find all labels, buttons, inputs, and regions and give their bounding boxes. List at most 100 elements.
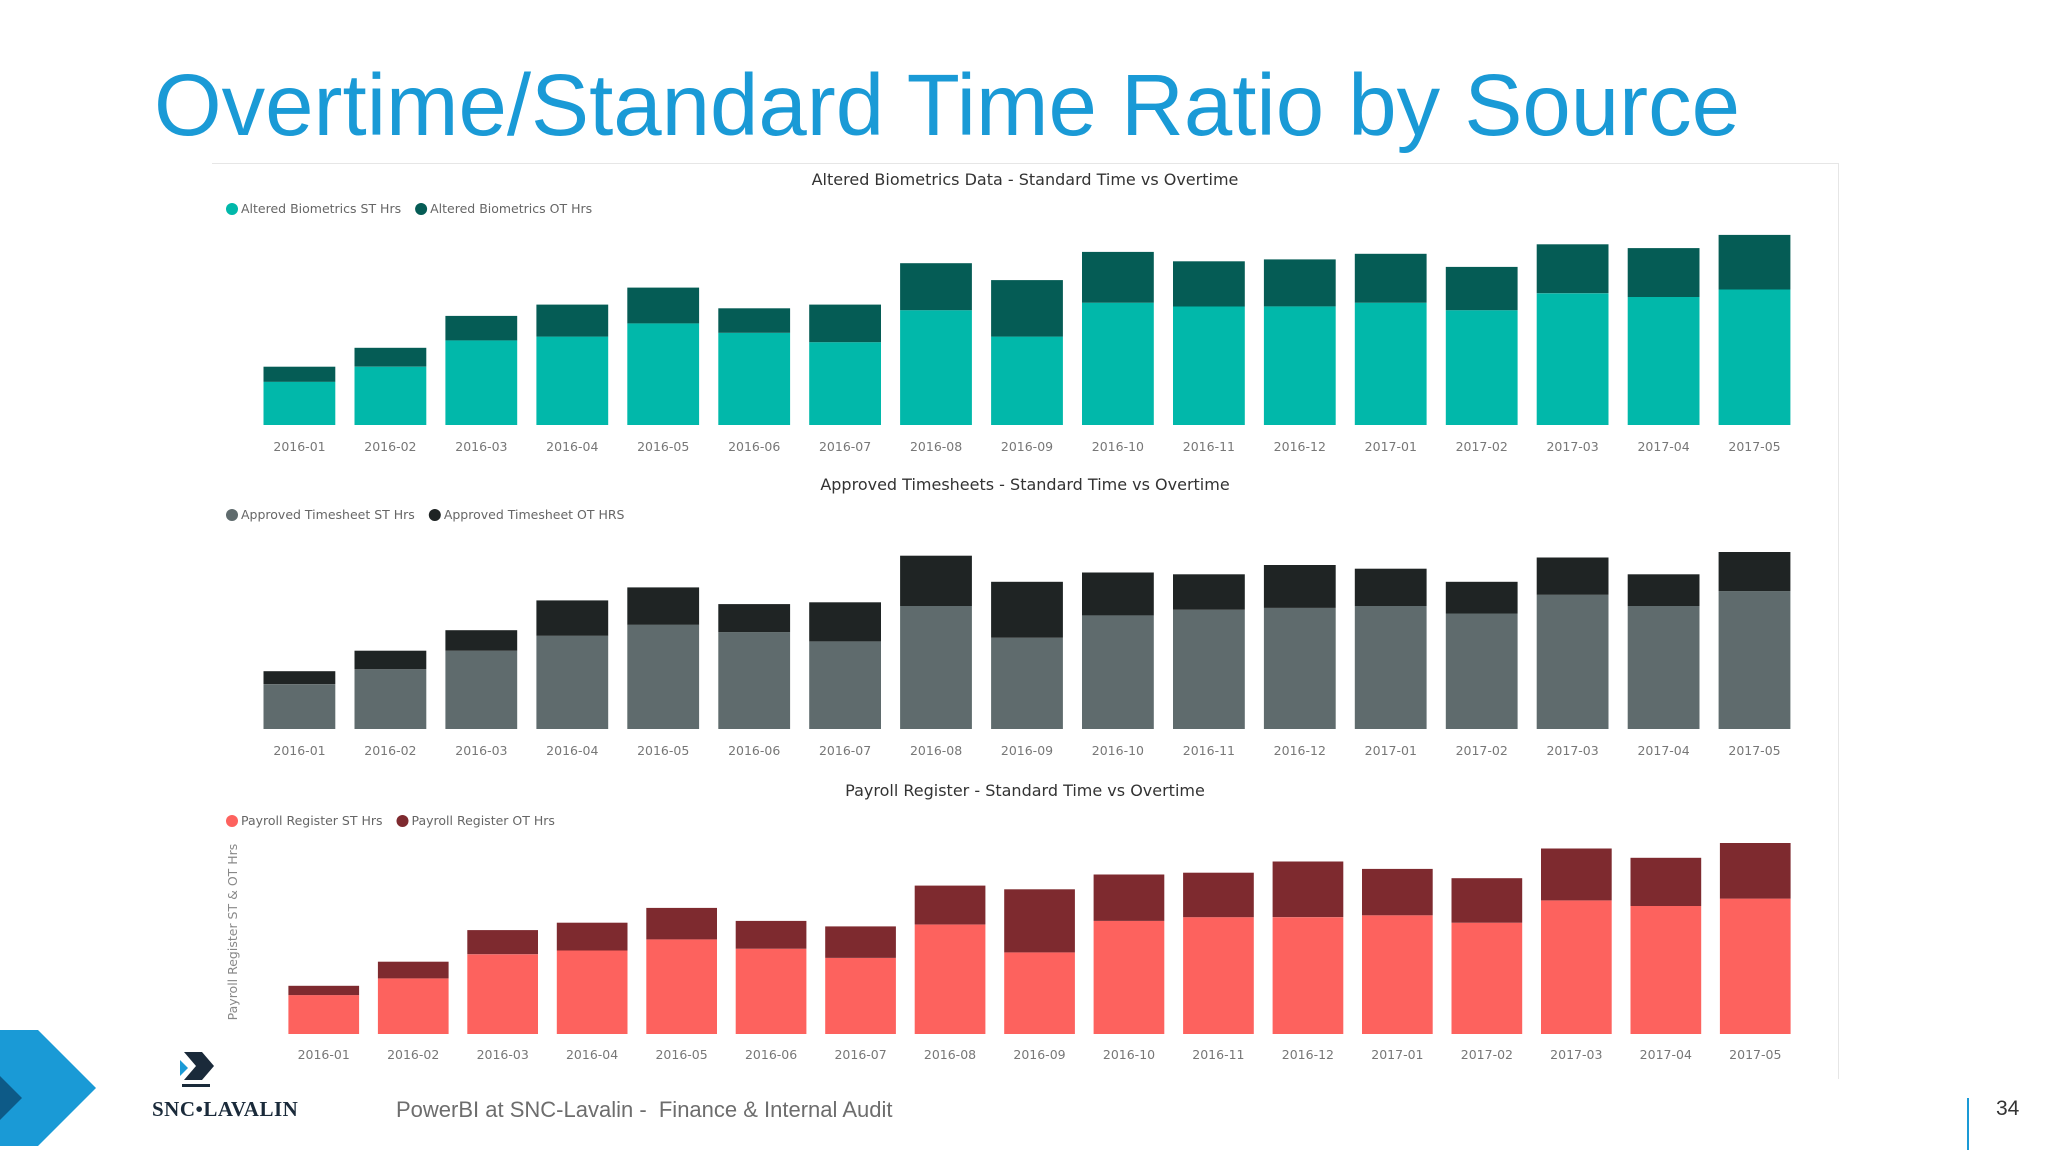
x-tick-label: 2017-03	[1550, 1047, 1602, 1062]
x-tick-label: 2017-01	[1365, 439, 1417, 454]
x-tick-label: 2017-02	[1456, 439, 1508, 454]
x-tick-label: 2016-07	[819, 439, 871, 454]
x-tick-label: 2016-08	[910, 743, 962, 758]
bar-st	[1627, 606, 1700, 729]
x-tick-label: 2016-01	[273, 743, 325, 758]
bar-st	[1263, 306, 1336, 425]
legend-label: Approved Timesheet OT HRS	[444, 507, 625, 522]
bar-st	[900, 310, 972, 425]
legend-label: Payroll Register OT Hrs	[412, 813, 555, 828]
bar-st	[445, 340, 518, 425]
bar-st	[1718, 591, 1791, 729]
x-tick-label: 2017-02	[1456, 743, 1508, 758]
bar-st	[354, 366, 427, 425]
x-tick-label: 2017-02	[1461, 1047, 1513, 1062]
bar-ot	[536, 600, 609, 636]
bar-st	[1272, 917, 1344, 1034]
x-tick-label: 2016-04	[546, 439, 598, 454]
x-tick-label: 2016-01	[273, 439, 325, 454]
bar-st	[1719, 898, 1791, 1034]
x-tick-label: 2017-04	[1640, 1047, 1692, 1062]
x-tick-label: 2017-05	[1729, 1047, 1781, 1062]
bar-ot	[1536, 557, 1609, 595]
bar-st	[809, 342, 881, 425]
bar-st	[1183, 917, 1254, 1034]
x-tick-label: 2016-04	[546, 743, 598, 758]
bar-ot	[1173, 574, 1245, 610]
bar-st	[1004, 952, 1075, 1034]
bar-ot	[536, 304, 609, 337]
bar-st	[735, 948, 807, 1034]
bar-ot	[900, 263, 972, 311]
bar-st	[1093, 920, 1165, 1034]
bar-st	[536, 336, 609, 425]
bar-st	[263, 381, 336, 425]
bar-ot	[1719, 843, 1791, 899]
x-tick-label: 2016-05	[655, 1047, 707, 1062]
x-tick-label: 2016-03	[455, 439, 507, 454]
x-tick-label: 2017-03	[1546, 439, 1598, 454]
bar-ot	[1093, 874, 1165, 921]
bar-ot	[825, 926, 896, 958]
bar-st	[1627, 297, 1700, 425]
bar-st	[1173, 306, 1245, 425]
bar-st	[627, 323, 700, 425]
bar-ot	[467, 930, 538, 955]
footer-divider	[1967, 1098, 1969, 1150]
legend-marker	[226, 203, 238, 215]
x-tick-label: 2016-02	[364, 743, 416, 758]
page-number: 34	[1996, 1097, 2020, 1120]
x-tick-label: 2016-12	[1274, 743, 1326, 758]
bar-st	[1082, 615, 1154, 729]
bar-st	[354, 669, 427, 729]
bar-ot	[556, 922, 628, 951]
bar-ot	[1173, 261, 1245, 307]
x-tick-label: 2016-03	[477, 1047, 529, 1062]
x-tick-label: 2016-09	[1013, 1047, 1065, 1062]
bar-ot	[445, 315, 518, 341]
bar-st	[991, 637, 1063, 729]
bar-ot	[991, 581, 1063, 638]
x-tick-label: 2016-01	[298, 1047, 350, 1062]
bar-ot	[1082, 572, 1154, 616]
x-tick-label: 2016-06	[728, 743, 780, 758]
bar-ot	[263, 366, 336, 382]
bar-st	[1445, 310, 1518, 425]
bar-st	[536, 635, 609, 729]
bar-ot	[809, 602, 881, 642]
x-tick-label: 2016-12	[1282, 1047, 1334, 1062]
x-tick-label: 2016-09	[1001, 743, 1053, 758]
x-tick-label: 2016-08	[924, 1047, 976, 1062]
bar-st	[445, 650, 518, 729]
bar-ot	[627, 287, 700, 324]
bar-ot	[1445, 581, 1518, 614]
corner-chevron-decoration	[0, 1030, 96, 1146]
bar-ot	[263, 671, 336, 685]
x-tick-label: 2016-11	[1183, 743, 1235, 758]
x-tick-label: 2017-01	[1365, 743, 1417, 758]
x-tick-label: 2017-05	[1728, 743, 1780, 758]
bar-ot	[991, 280, 1063, 337]
bar-st	[914, 924, 986, 1034]
bar-st	[1451, 922, 1523, 1034]
bar-st	[1630, 906, 1702, 1034]
x-tick-label: 2016-03	[455, 743, 507, 758]
x-tick-label: 2016-02	[364, 439, 416, 454]
bar-ot	[1541, 848, 1612, 901]
x-tick-label: 2016-06	[728, 439, 780, 454]
legend-label: Payroll Register ST Hrs	[241, 813, 383, 828]
bar-ot	[1082, 251, 1154, 303]
x-tick-label: 2016-07	[819, 743, 871, 758]
bar-st	[825, 958, 896, 1034]
bar-ot	[1718, 234, 1791, 290]
bar-st	[900, 606, 972, 729]
bar-ot	[1627, 574, 1700, 606]
bar-ot	[1354, 253, 1427, 303]
bar-ot	[735, 920, 807, 949]
bar-ot	[1451, 878, 1523, 923]
bar-st	[718, 632, 791, 729]
bar-st	[646, 939, 717, 1034]
bar-ot	[1263, 259, 1336, 307]
bar-ot	[1004, 889, 1075, 953]
bar-ot	[900, 555, 972, 606]
